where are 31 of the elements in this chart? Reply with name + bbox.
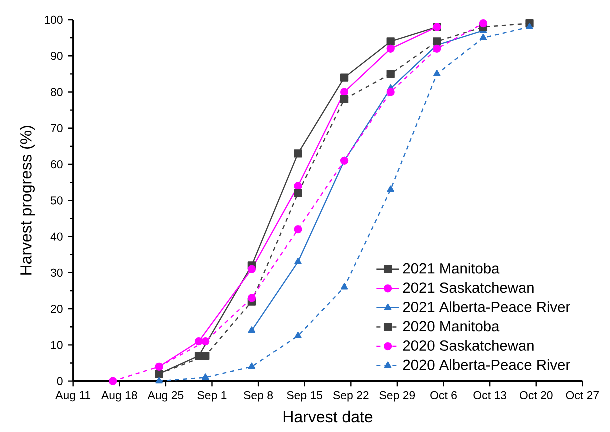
- legend-label: 2021 Manitoba: [403, 263, 500, 274]
- y-tick-label: 30: [50, 268, 63, 277]
- y-tick-label: 80: [51, 88, 63, 96]
- legend-label: 2021 Saskatchewan: [403, 282, 534, 294]
- legend-label: 2021 Alberta-Peace River: [403, 302, 570, 312]
- y-tick-label: 100: [45, 16, 63, 24]
- x-tick-label: Sep 29: [380, 391, 416, 402]
- x-tick-label: Sep 8: [244, 391, 274, 402]
- x-tick-label: Aug 18: [101, 391, 138, 402]
- y-tick-label: 0: [57, 377, 63, 386]
- x-tick-label: Aug 11: [56, 391, 91, 402]
- x-tick-label: Oct 6: [430, 391, 457, 400]
- x-tick-label: Oct 27: [566, 391, 599, 400]
- x-tick-label: Sep 15: [287, 391, 323, 402]
- x-tick-label: Oct 20: [520, 391, 553, 400]
- x-tick-label: Oct 13: [474, 391, 506, 400]
- x-tick-label: Sep 1: [198, 391, 227, 402]
- legend-label: 2020 Saskatchewan: [403, 340, 534, 351]
- y-tick-label: 60: [51, 160, 63, 169]
- x-tick-label: Sep 22: [334, 391, 369, 402]
- y-tick-label: 20: [51, 305, 63, 314]
- y-tick-label: 10: [51, 341, 63, 350]
- x-tick-label: Aug 25: [148, 391, 184, 402]
- y-tick-label: 50: [51, 196, 63, 205]
- y-axis-title: Harvest progress (%): [20, 126, 36, 275]
- y-tick-label: 90: [51, 52, 63, 60]
- y-tick-label: 70: [51, 124, 63, 132]
- y-tick-label: 40: [50, 232, 63, 241]
- x-axis-title: Harvest date: [284, 410, 373, 423]
- legend-label: 2020 Alberta-Peace River: [403, 360, 570, 370]
- legend-label: 2020 Manitoba: [403, 320, 500, 332]
